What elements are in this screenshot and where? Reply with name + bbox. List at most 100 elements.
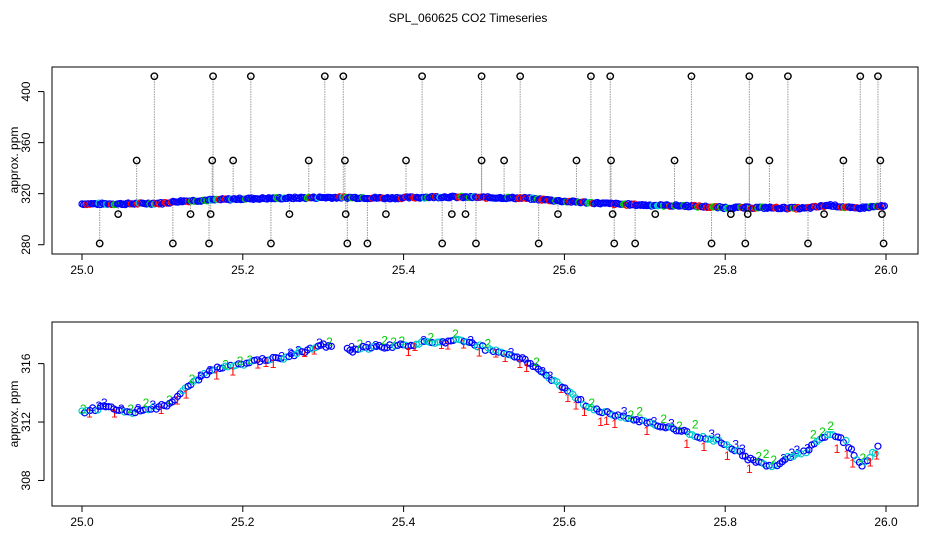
spike-point xyxy=(741,239,750,248)
spike-point xyxy=(839,156,848,165)
spike-point xyxy=(343,239,352,248)
series-digit-label: 1 xyxy=(581,405,588,419)
series-digit-label: 3 xyxy=(547,369,554,383)
series-digit-label: 2 xyxy=(627,408,634,422)
series-digit-label: 2 xyxy=(859,451,866,465)
spike-point xyxy=(707,239,716,248)
series-digit-label: 1 xyxy=(86,407,93,421)
data-point xyxy=(282,353,290,361)
series-digit-label: 2 xyxy=(427,330,434,344)
series-digit-label: 2 xyxy=(692,417,699,431)
x-tick-label: 25.8 xyxy=(714,515,738,529)
data-point xyxy=(208,366,216,374)
series-digit-label: 3 xyxy=(365,338,372,352)
data-point xyxy=(261,356,269,364)
x-tick-label: 25.0 xyxy=(70,263,94,277)
series-digit-label: 3 xyxy=(348,341,355,355)
spike-point xyxy=(186,210,195,218)
series-digit-label: 2 xyxy=(819,425,826,439)
data-point xyxy=(847,445,856,453)
series-digit-label: 1 xyxy=(611,417,618,431)
spike-point xyxy=(339,72,348,81)
data-point xyxy=(418,338,426,346)
series-digit-label: 3 xyxy=(804,441,811,455)
data-point xyxy=(96,402,105,410)
series-digit-label: 3 xyxy=(794,443,801,457)
series-digit-label: 2 xyxy=(452,327,459,341)
data-point xyxy=(269,353,277,362)
spike-point xyxy=(765,156,774,165)
data-point xyxy=(351,345,359,353)
x-tick-label: 25.2 xyxy=(231,263,255,277)
spike-point xyxy=(878,210,886,218)
data-point xyxy=(433,338,442,346)
series-digit-label: 3 xyxy=(149,398,156,412)
series-digit-label: 3 xyxy=(118,402,125,416)
data-point xyxy=(528,194,537,202)
spike-point xyxy=(726,210,735,218)
data-point xyxy=(327,342,336,350)
spike-point xyxy=(745,156,754,165)
series-digit-label: 2 xyxy=(390,335,397,349)
series-digit-label: 2 xyxy=(381,334,388,348)
spike-point xyxy=(246,72,255,81)
data-point xyxy=(871,449,879,457)
spike-point xyxy=(606,72,615,81)
series-digit-label: 2 xyxy=(127,402,134,416)
spike-point xyxy=(304,156,313,165)
spike-point xyxy=(114,210,123,218)
spike-point xyxy=(607,156,615,165)
data-point xyxy=(880,202,888,210)
series-digit-label: 3 xyxy=(651,415,658,429)
x-tick-label: 26.0 xyxy=(874,263,898,277)
bottom-ylabel: approx. ppm xyxy=(7,381,21,448)
series-digit-label: 2 xyxy=(237,354,244,368)
spike-point xyxy=(267,239,275,248)
spike-point xyxy=(447,210,456,218)
series-digit-label: 1 xyxy=(174,393,181,407)
series-digit-label: 1 xyxy=(843,448,850,462)
spike-point xyxy=(534,239,543,248)
x-tick-label: 25.2 xyxy=(231,515,255,529)
data-point xyxy=(818,434,826,442)
series-digit-label: 1 xyxy=(476,346,483,360)
data-point xyxy=(524,359,532,367)
data-point xyxy=(463,338,471,346)
series-digit-label: 1 xyxy=(158,403,165,417)
series-digit-label: 1 xyxy=(411,340,418,354)
data-point xyxy=(622,414,630,422)
spike-point xyxy=(687,72,696,81)
series-digit-label: 1 xyxy=(683,437,690,451)
spike-point xyxy=(608,210,617,218)
y-tick-label: 316 xyxy=(19,353,33,373)
series-digit-label: 3 xyxy=(101,396,108,410)
spike-point xyxy=(784,72,792,81)
series-digit-label: 1 xyxy=(834,442,841,456)
series-digit-label: 3 xyxy=(508,345,515,359)
series-digit-label: 3 xyxy=(197,369,204,383)
series-digit-label: 1 xyxy=(564,391,571,405)
spike-point xyxy=(95,239,104,248)
series-digit-label: 2 xyxy=(755,449,762,463)
series-digit-label: 3 xyxy=(732,438,739,452)
series-digit-label: 1 xyxy=(523,361,530,375)
spike-point xyxy=(587,72,595,81)
spike-point xyxy=(745,72,754,81)
spike-point xyxy=(320,72,329,81)
spike-point xyxy=(438,239,447,248)
x-tick-label: 26.0 xyxy=(874,515,898,529)
spike-point xyxy=(477,156,486,165)
spike-point xyxy=(472,239,480,248)
data-point xyxy=(112,406,121,414)
x-tick-label: 25.6 xyxy=(553,263,577,277)
series-digit-label: 1 xyxy=(746,462,753,476)
spike-point xyxy=(402,156,410,165)
series-digit-label: 2 xyxy=(189,372,196,386)
series-digit-label: 2 xyxy=(326,335,333,349)
spike-point xyxy=(418,72,426,81)
spike-point xyxy=(856,72,865,81)
series-digit-label: 2 xyxy=(588,396,595,410)
spike-point xyxy=(341,156,349,165)
data-point xyxy=(91,406,99,415)
data-point xyxy=(465,338,473,346)
